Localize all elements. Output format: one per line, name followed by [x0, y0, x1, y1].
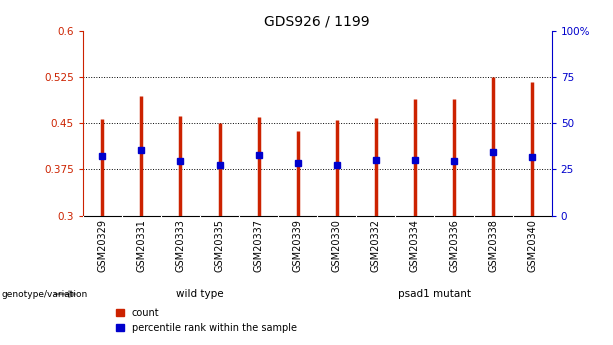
Text: psad1 mutant: psad1 mutant: [398, 289, 471, 299]
Text: GSM20334: GSM20334: [410, 219, 420, 272]
Text: GSM20335: GSM20335: [215, 219, 224, 272]
Text: GSM20339: GSM20339: [292, 219, 303, 272]
Text: GSM20340: GSM20340: [527, 219, 537, 272]
Text: wild type: wild type: [176, 289, 224, 299]
Text: GSM20330: GSM20330: [332, 219, 342, 272]
Text: GSM20329: GSM20329: [97, 219, 107, 272]
Text: GSM20336: GSM20336: [449, 219, 459, 272]
Text: GSM20332: GSM20332: [371, 219, 381, 272]
Text: GSM20331: GSM20331: [136, 219, 147, 272]
Legend: count, percentile rank within the sample: count, percentile rank within the sample: [112, 304, 300, 337]
Text: GSM20333: GSM20333: [175, 219, 186, 272]
Title: GDS926 / 1199: GDS926 / 1199: [264, 14, 370, 29]
Text: genotype/variation: genotype/variation: [1, 289, 88, 299]
Text: GSM20338: GSM20338: [488, 219, 498, 272]
Text: GSM20337: GSM20337: [254, 219, 264, 272]
